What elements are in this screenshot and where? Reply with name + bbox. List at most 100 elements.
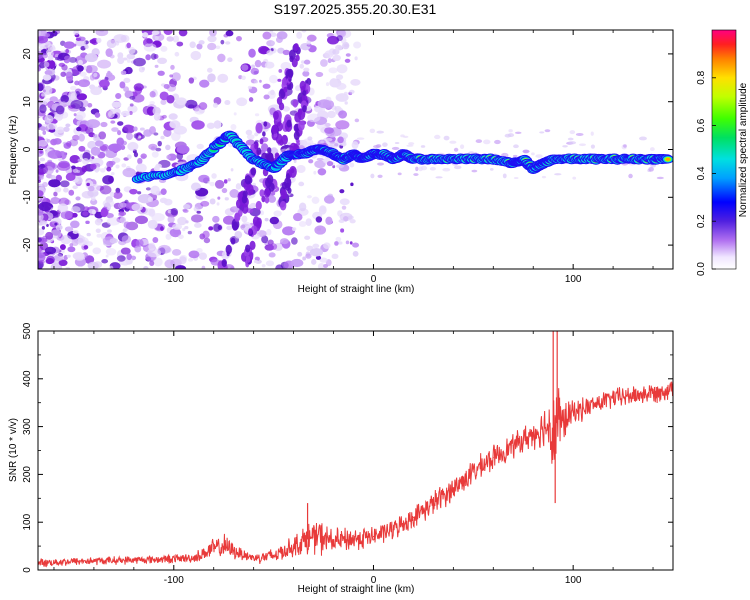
noise-speckle [121, 163, 127, 168]
noise-speckle [61, 249, 65, 254]
noise-speckle [155, 163, 162, 169]
noise-speckle [53, 191, 58, 197]
snr-data-point [253, 557, 255, 559]
noise-speckle [38, 35, 49, 44]
noise-speckle [45, 33, 50, 37]
noise-speckle [84, 126, 94, 135]
noise-speckle [151, 30, 160, 36]
noise-speckle [120, 247, 131, 255]
noise-speckle [39, 104, 47, 114]
noise-speckle [345, 53, 351, 57]
streak-speckle [256, 217, 262, 227]
noise-speckle [54, 113, 64, 121]
noise-speckle [42, 181, 48, 188]
noise-speckle [133, 83, 144, 91]
noise-speckle [262, 83, 271, 89]
noise-speckle [185, 220, 189, 224]
noise-speckle [248, 97, 254, 102]
noise-speckle [177, 216, 187, 226]
noise-speckle [282, 226, 296, 236]
noise-speckle [129, 103, 134, 107]
noise-speckle [336, 64, 348, 74]
noise-speckle [166, 36, 174, 42]
noise-speckle [319, 206, 326, 212]
noise-speckle [349, 89, 355, 94]
noise-speckle [99, 185, 112, 195]
noise-speckle [276, 31, 288, 40]
noise-speckle [158, 244, 171, 254]
noise-speckle [275, 264, 284, 269]
noise-speckle [220, 39, 225, 45]
noise-speckle [394, 141, 400, 144]
noise-speckle [194, 222, 202, 228]
noise-speckle [227, 178, 231, 182]
noise-speckle [303, 59, 311, 65]
noise-speckle [133, 133, 139, 139]
noise-speckle [217, 53, 226, 63]
noise-speckle [350, 182, 354, 187]
noise-speckle [325, 82, 330, 87]
noise-speckle [38, 139, 48, 147]
noise-speckle [336, 164, 345, 169]
noise-speckle [100, 207, 109, 218]
noise-speckle [77, 236, 89, 247]
noise-speckle [211, 173, 217, 179]
noise-speckle [150, 185, 160, 195]
noise-speckle [41, 225, 45, 230]
noise-speckle [108, 160, 116, 166]
noise-speckle [349, 218, 356, 224]
colorbar-tick-label: 0.4 [696, 166, 707, 180]
noise-speckle [42, 89, 46, 93]
noise-speckle [95, 140, 104, 147]
snr-data-point [293, 545, 295, 547]
noise-speckle [434, 134, 441, 140]
noise-speckle [415, 166, 419, 172]
noise-speckle [229, 189, 240, 198]
noise-speckle [196, 143, 204, 150]
noise-speckle [325, 137, 333, 142]
noise-speckle [76, 126, 82, 132]
noise-speckle [377, 162, 384, 166]
noise-speckle [264, 61, 275, 69]
noise-speckle [229, 206, 240, 213]
noise-speckle [241, 64, 249, 71]
noise-speckle [55, 105, 65, 115]
noise-speckle [504, 153, 508, 157]
snr-data-point [472, 471, 474, 473]
noise-speckle [254, 113, 260, 117]
noise-speckle [628, 173, 633, 179]
noise-speckle [109, 238, 118, 244]
colorbar-ticks: 0.0 0.2 0.4 0.6 0.8 [696, 70, 716, 276]
noise-speckle [55, 150, 61, 157]
noise-speckle [247, 85, 253, 90]
noise-speckle [176, 41, 184, 47]
noise-speckle [270, 41, 275, 45]
noise-speckle [116, 255, 126, 262]
noise-speckle [453, 147, 459, 152]
noise-speckle [335, 74, 344, 80]
noise-speckle [129, 188, 138, 195]
noise-speckle [106, 166, 112, 172]
noise-speckle [250, 202, 257, 208]
noise-speckle [106, 217, 121, 226]
noise-speckle [295, 85, 301, 92]
snr-data-point [432, 502, 434, 504]
noise-speckle [349, 241, 353, 245]
noise-speckle [63, 41, 75, 49]
noise-speckle [306, 245, 314, 252]
noise-speckle [291, 237, 298, 245]
noise-speckle [139, 127, 145, 131]
streak-speckle [234, 212, 241, 222]
noise-speckle [352, 242, 360, 248]
noise-speckle [250, 64, 256, 70]
noise-speckle [100, 168, 106, 173]
noise-speckle [95, 30, 109, 37]
noise-speckle [107, 70, 111, 74]
noise-speckle [264, 217, 269, 222]
noise-speckle [77, 59, 83, 66]
noise-speckle [623, 144, 627, 148]
snr-data-point [233, 550, 235, 552]
noise-speckle [535, 154, 543, 158]
noise-speckle [258, 45, 270, 55]
noise-speckle [122, 167, 136, 178]
